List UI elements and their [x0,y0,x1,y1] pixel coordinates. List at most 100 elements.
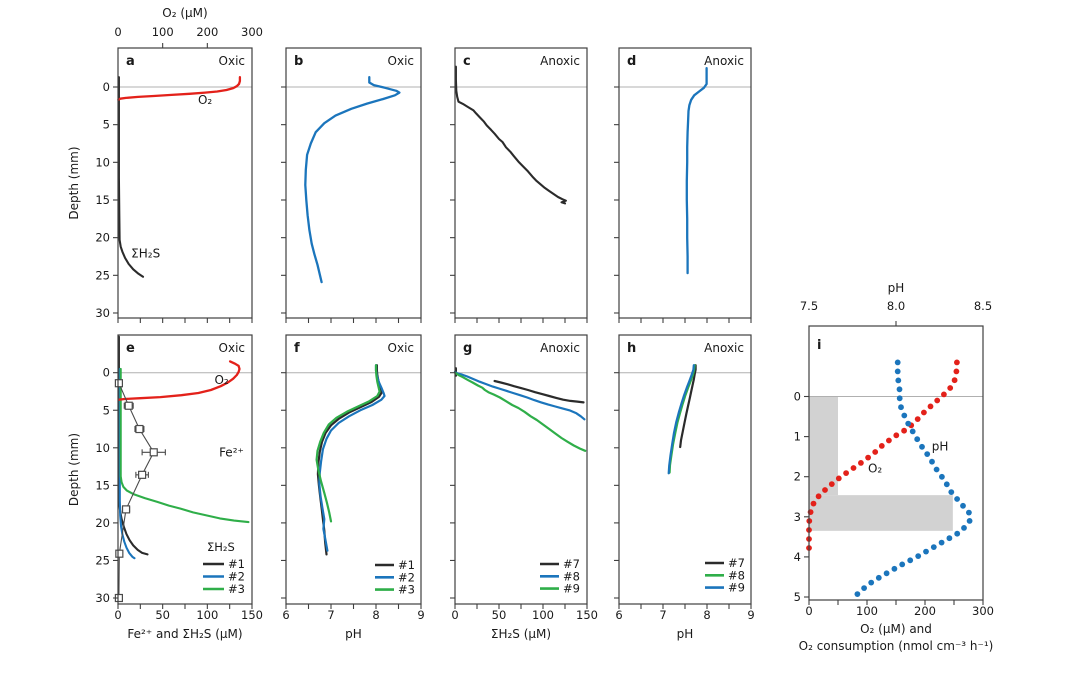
panel-a-ytick-label: 10 [95,155,110,169]
panel-h-legend-label-#9: #9 [728,581,745,595]
panel-i-series-pH-dot [883,570,890,577]
panel-g-series-#8 [453,370,586,421]
panel-i-series-O-dot [953,368,960,375]
panel-i-top-axis-title: pH [888,281,905,295]
panel-i-series-pH-dot [905,420,912,427]
panel-i-series-O-dot [858,460,864,466]
panel-i-series-pH-dot [895,377,902,384]
panel-i-series-O-dot [865,454,871,461]
panel-f-xtick-label: 7 [327,608,334,622]
panel-a-series-O [117,76,242,101]
panel-h-legend-label-#7: #7 [728,556,745,570]
panel-h-series-#8 [668,364,696,474]
panel-a: 0 5 10 15 20 25 30 Depth (mm) 0 100 200 300 O₂ (µM) a… [67,6,263,323]
panel-d-condition-label: Anoxic [704,54,744,68]
panel-g-legend-label-#8: #8 [563,569,580,583]
panel-e-ytick-label: 20 [95,516,110,530]
panel-i-series-pH-dot [954,496,960,502]
panel-h-series-#7 [679,364,697,449]
panel-e: 0 5 10 15 20 25 30 Depth (mm) 0 50 100 150 Fe²⁺ and … [67,334,263,641]
panel-i-series-pH-dot [915,553,922,559]
panel-i-xtick-label: 200 [914,604,936,618]
panel-c-frame [454,47,588,319]
panel-i-series-O-dot [843,470,849,476]
panel-i-series-pH-dot [896,386,903,393]
panel-i-series-O-dot [901,427,907,434]
panel-a-ytick-label: 15 [95,193,110,207]
panel-i-series-O-dot [947,385,954,391]
panel-a-condition-label: Oxic [219,54,245,68]
panel-e-y-axis-title: Depth (mm) [67,433,81,506]
panel-e-series-#2 [118,367,136,560]
panel-e-x-axis-title: Fe²⁺ and ΣH₂S (µM) [127,627,242,641]
panel-f-xtick-label: 9 [417,608,424,622]
panel-e-series-O [117,360,241,401]
panel-a-ytick-label: 30 [95,306,110,320]
panel-i-top-xtick-label: 8.5 [974,299,992,313]
panel-e-xtick-label: 0 [114,608,121,622]
panel-g-series-#9 [453,371,587,452]
panel-e-xtick-label: 150 [241,608,263,622]
panel-i-series-pH-dot [923,548,929,555]
panel-i-series-pH-dot [929,458,935,465]
panel-i-series-O-dot [927,403,934,410]
panel-i-series-O-dot [850,465,857,471]
panel-i-xtick-label: 0 [805,604,812,618]
panel-i-series-pH-dot [901,412,908,419]
panel-i-series-pH-dot [891,565,898,572]
panel-f-xtick-label: 8 [372,608,379,622]
panel-f-letter: f [294,341,300,356]
panel-e-ytick-label: 0 [103,366,110,380]
panel-i-series-O-dot [835,475,842,482]
panel-i-series-pH-dot [894,368,901,375]
panel-h-xtick-label: 6 [615,608,622,622]
panel-c-series-HS [454,65,567,205]
panel-i-ytick-label: 0 [794,390,801,404]
panel-i-series-O-dot [951,377,958,384]
panel-a-annotation-HS: ΣH₂S [131,246,160,260]
panel-e-series-Fe-marker-4 [138,470,147,479]
panel-i-series-O-dot [815,493,822,500]
panel-e-series-Fe-marker-3 [149,448,158,457]
panel-i-series-O-dot [934,397,941,404]
panel-i-series-pH-dot [948,489,955,495]
panel-a-top-xtick-label: 0 [114,25,121,39]
panel-i-series-pH-dot [899,561,906,568]
panel-e-annotation-O: O₂ [214,373,228,387]
panel-i-series-pH-dot [939,473,945,480]
panel-g-condition-label: Anoxic [540,341,580,355]
panel-i-series-O-dot [893,432,900,439]
panel-e-ytick-label: 15 [95,478,110,492]
panel-h-legend-label-#8: #8 [728,568,745,582]
panel-i-series-O-dot [914,416,921,422]
panel-f-x-axis-title: pH [345,627,362,641]
panel-e-series-Fe-marker-1 [124,401,133,410]
panel-i-series-pH-dot [896,395,903,402]
panel-g-x-axis-title: ΣH₂S (µM) [491,627,551,641]
panel-g-xtick-label: 0 [451,608,458,622]
panel-i-ytick-label: 4 [794,550,801,564]
panel-i-series-O-dot [878,443,885,449]
panel-i-ytick-label: 5 [794,590,801,604]
panel-i-letter: i [817,338,821,353]
panel-i-ytick-label: 2 [794,470,801,484]
panel-i-zone-1 [809,495,953,531]
panel-h: 6 7 8 9 pH h Anoxic #7#8#9 [614,334,755,641]
panel-i-zone-0 [809,396,838,496]
panel-e-legend-title: ΣH₂S [207,540,235,554]
panel-d-letter: d [627,54,636,69]
panel-i-series-pH-dot [960,502,966,509]
panel-b-condition-label: Oxic [388,54,414,68]
panel-b: b Oxic [281,47,422,323]
panel-e-ytick-label: 10 [95,441,110,455]
panel-g-xtick-label: 150 [576,608,598,622]
panel-h-xtick-label: 9 [747,608,754,622]
panel-g-legend-label-#9: #9 [563,582,580,596]
panel-i-series-pH-dot [868,579,875,586]
panel-h-series-#9 [667,364,695,475]
panel-e-condition-label: Oxic [219,341,245,355]
panel-i-series-pH-dot [854,591,861,597]
panel-a-series-HS [117,76,145,278]
panel-i-series-pH-dot [861,585,867,591]
